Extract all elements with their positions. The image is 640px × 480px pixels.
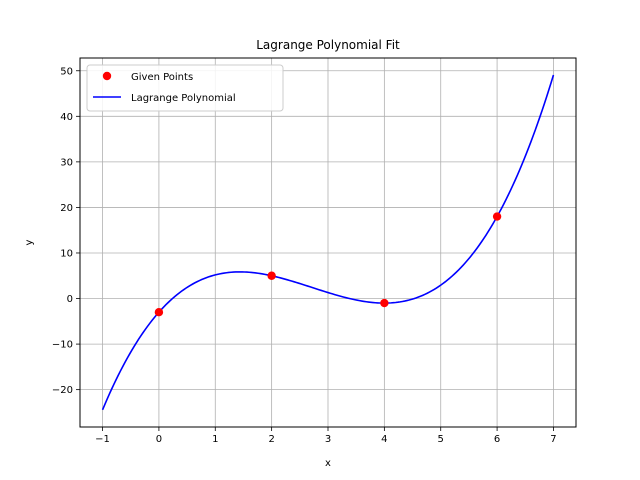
given-point bbox=[492, 212, 502, 221]
y-tick-label: 30 bbox=[60, 157, 73, 168]
x-tick-label: 4 bbox=[381, 434, 387, 445]
legend: Given Points Lagrange Polynomial bbox=[86, 64, 284, 112]
given-point bbox=[380, 298, 389, 308]
y-tick-label: 50 bbox=[60, 66, 73, 77]
grid bbox=[80, 58, 576, 427]
given-point bbox=[154, 308, 164, 317]
legend-box bbox=[86, 64, 284, 112]
x-tick-label: 3 bbox=[325, 434, 331, 445]
chart-title: Lagrange Polynomial Fit bbox=[256, 38, 400, 52]
lagrange-polynomial-line bbox=[101, 74, 555, 411]
legend-label-given-points: Given Points bbox=[131, 72, 193, 83]
x-tick-label: 6 bbox=[494, 434, 500, 445]
x-tick-label: 7 bbox=[550, 434, 556, 445]
y-tick-label: −10 bbox=[52, 340, 73, 351]
x-axis-label: x bbox=[325, 458, 331, 469]
x-tick-label: 2 bbox=[268, 434, 274, 445]
x-tick-label: 0 bbox=[156, 434, 162, 445]
x-tick-label: 1 bbox=[212, 434, 218, 445]
x-tick-label: −1 bbox=[95, 434, 110, 445]
y-tick-label: 10 bbox=[60, 248, 73, 259]
y-tick-label: 0 bbox=[67, 294, 73, 305]
y-tick-label: 20 bbox=[60, 203, 73, 214]
legend-label-lagrange-polynomial: Lagrange Polynomial bbox=[131, 93, 236, 104]
y-tick-label: −20 bbox=[52, 385, 73, 396]
legend-marker-given-points bbox=[102, 71, 112, 81]
x-tick-label: 5 bbox=[438, 434, 444, 445]
y-axis-label: y bbox=[24, 239, 35, 245]
plot-area bbox=[101, 74, 555, 411]
y-tick-label: 40 bbox=[60, 112, 73, 123]
given-point bbox=[267, 271, 276, 280]
